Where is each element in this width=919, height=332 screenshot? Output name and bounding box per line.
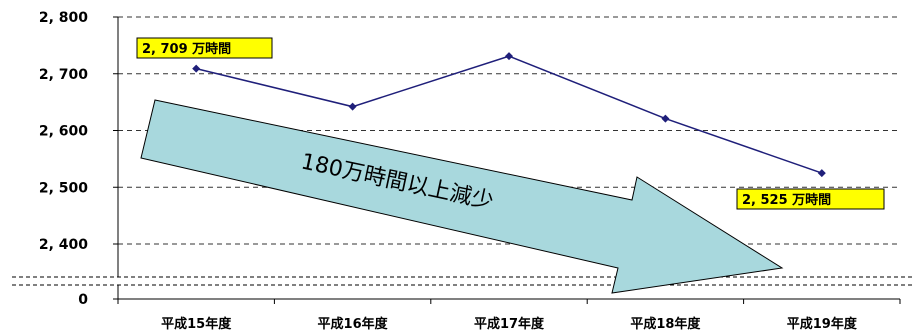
x-tick-label: 平成16年度 [318, 316, 389, 332]
data-point [817, 169, 826, 178]
data-point [192, 64, 201, 73]
series-line [192, 52, 826, 178]
y-tick-label: 2, 600 [39, 124, 88, 140]
callout-first-text: 2, 709 万時間 [142, 41, 231, 57]
callout-first-box [136, 37, 273, 59]
y-tick-label: 2, 400 [39, 237, 88, 253]
callout-last-box [736, 188, 885, 210]
data-point [505, 52, 513, 61]
callouts: 2, 709 万時間 2, 525 万時間 [136, 37, 885, 210]
x-tick-label: 平成18年度 [630, 316, 701, 332]
y-tick-label: 2, 800 [39, 10, 88, 26]
axes [12, 16, 912, 304]
data-point [348, 102, 357, 111]
callout-last-text: 2, 525 万時間 [742, 192, 831, 208]
x-tick-label: 平成17年度 [474, 316, 545, 332]
y-tick-label: 0 [78, 292, 88, 308]
arrow-shape [140, 99, 784, 294]
y-tick-label: 2, 700 [39, 67, 88, 83]
x-tick-label: 平成15年度 [161, 316, 232, 332]
x-tick-label: 平成19年度 [787, 316, 858, 332]
decrease-arrow: 180万時間以上減少 [140, 99, 784, 294]
tick-labels: 0 2, 400 2, 500 2, 600 2, 700 2, 800 平成15年度 平成1… [39, 10, 858, 332]
data-point [661, 114, 670, 123]
y-tick-label: 2, 500 [39, 180, 88, 196]
